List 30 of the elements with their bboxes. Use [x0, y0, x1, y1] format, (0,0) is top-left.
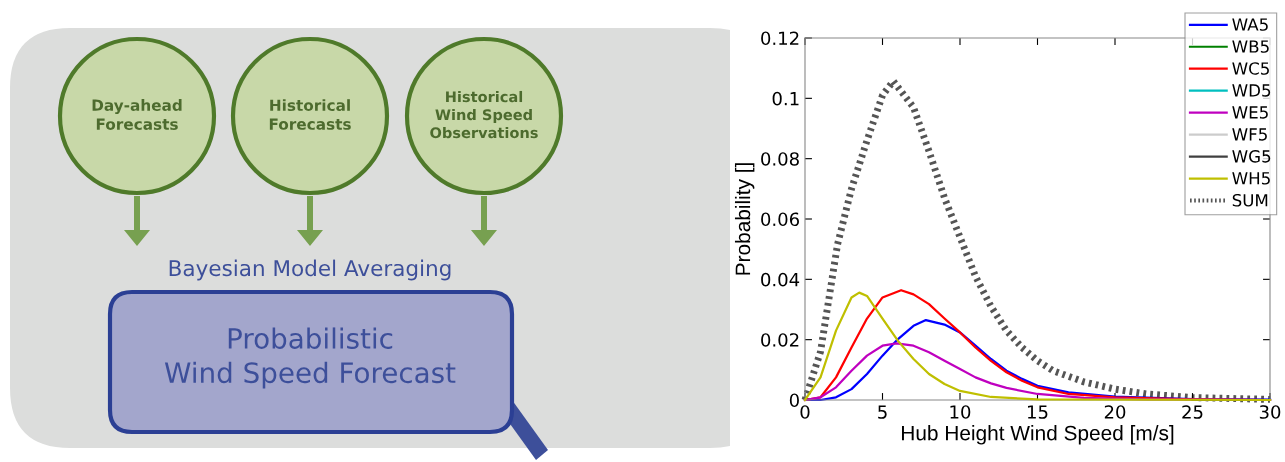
x-tick-label: 30	[1259, 405, 1281, 419]
y-tick-label: 0	[789, 393, 799, 408]
legend-label: WA5	[1232, 18, 1268, 31]
y-tick-label: 0.12	[761, 31, 799, 46]
y-tick-label: 0.08	[761, 152, 799, 166]
legend-label: WC5	[1232, 62, 1269, 75]
legend-label: WD5	[1232, 84, 1271, 97]
text: Historical Forecasts	[269, 99, 351, 130]
legend-label: WE5	[1232, 106, 1268, 119]
x-tick-label: 10	[950, 405, 971, 419]
x-tick-label: 20	[1104, 405, 1126, 419]
legend-label: SUM	[1232, 193, 1268, 207]
x-tick-label: 0	[800, 405, 810, 419]
legend-label: WG5	[1232, 150, 1271, 163]
x-tick-label: 15	[1028, 405, 1048, 419]
legend-label: WH5	[1232, 172, 1270, 185]
text: Day-ahead Forecasts	[92, 99, 182, 130]
text: Bayesian Model Averaging	[169, 259, 451, 281]
x-axis-title: Hub Height Wind Speed [m/s]	[902, 425, 1174, 445]
text: Probabilistic Wind Speed Forecast	[164, 327, 456, 389]
y-tick-label: 0.02	[761, 333, 799, 347]
y-tick-label: 0.06	[761, 212, 799, 227]
x-tick-label: 5	[878, 405, 887, 419]
y-axis-title: Probability []	[734, 163, 755, 275]
x-tick-label: 25	[1182, 405, 1203, 419]
text: Historical Wind Speed Observations	[430, 90, 538, 139]
legend-label: WF5	[1232, 128, 1267, 141]
y-tick-label: 0.04	[761, 272, 800, 287]
legend-label: WB5	[1232, 40, 1269, 53]
y-tick-label: 0.1	[772, 91, 799, 106]
